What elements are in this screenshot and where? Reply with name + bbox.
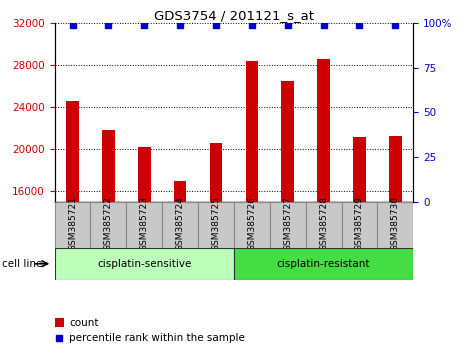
- Bar: [317, 59, 330, 202]
- Text: count: count: [69, 318, 98, 327]
- Text: GSM385723: GSM385723: [140, 196, 149, 251]
- Point: [320, 22, 327, 28]
- Bar: [234, 202, 270, 248]
- Bar: [378, 202, 413, 248]
- Text: GSM385721: GSM385721: [68, 196, 77, 251]
- Bar: [246, 61, 258, 202]
- Bar: [102, 130, 114, 202]
- Point: [69, 22, 76, 28]
- Bar: [389, 136, 401, 202]
- Bar: [91, 202, 126, 248]
- Point: [104, 22, 112, 28]
- Bar: [162, 202, 198, 248]
- Bar: [174, 181, 186, 202]
- Text: GSM385729: GSM385729: [355, 196, 364, 251]
- Bar: [306, 202, 342, 248]
- Text: GSM385726: GSM385726: [247, 196, 257, 251]
- Point: [248, 22, 256, 28]
- Text: cisplatin-sensitive: cisplatin-sensitive: [97, 259, 191, 269]
- Bar: [66, 101, 79, 202]
- Text: cisplatin-resistant: cisplatin-resistant: [277, 259, 370, 269]
- Point: [356, 22, 363, 28]
- Bar: [55, 248, 234, 280]
- Text: GSM385730: GSM385730: [391, 196, 400, 251]
- Text: GSM385728: GSM385728: [319, 196, 328, 251]
- Bar: [55, 202, 91, 248]
- Bar: [126, 202, 162, 248]
- Text: GSM385727: GSM385727: [283, 196, 292, 251]
- Bar: [234, 248, 413, 280]
- Text: cell line: cell line: [2, 259, 43, 269]
- Bar: [282, 81, 294, 202]
- Bar: [55, 318, 64, 327]
- Point: [176, 22, 184, 28]
- Bar: [198, 202, 234, 248]
- Text: GSM385724: GSM385724: [176, 196, 185, 251]
- Point: [284, 22, 292, 28]
- Bar: [138, 147, 151, 202]
- Point: [391, 22, 399, 28]
- Point: [55, 335, 63, 341]
- Bar: [210, 143, 222, 202]
- Text: GSM385725: GSM385725: [211, 196, 220, 251]
- Title: GDS3754 / 201121_s_at: GDS3754 / 201121_s_at: [154, 9, 314, 22]
- Point: [141, 22, 148, 28]
- Bar: [342, 202, 378, 248]
- Bar: [270, 202, 306, 248]
- Bar: [353, 137, 366, 202]
- Text: percentile rank within the sample: percentile rank within the sample: [69, 333, 245, 343]
- Text: GSM385722: GSM385722: [104, 196, 113, 251]
- Point: [212, 22, 220, 28]
